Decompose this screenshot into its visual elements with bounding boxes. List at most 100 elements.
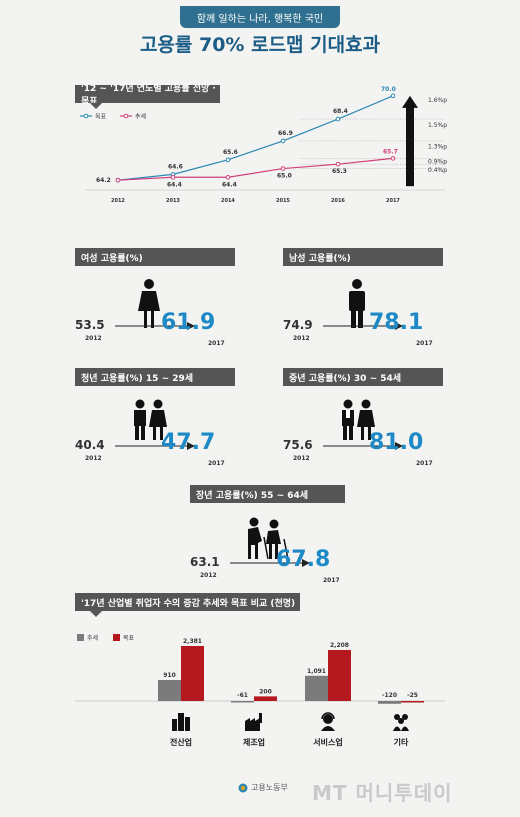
ministry-name: 고용노동부 (251, 783, 288, 792)
stat-middle-title: 중년 고용률(%) 30 ~ 54세 (283, 368, 443, 386)
bar-3-1 (401, 701, 424, 703)
stat-to-year-3: 2017 (416, 460, 433, 467)
man-icon (349, 279, 365, 328)
stat-from-value-0: 53.5 (75, 318, 105, 332)
bar-label-2-0: 1,091 (307, 668, 326, 675)
trend-label-4: 65.3 (332, 168, 347, 175)
header-badge: 함께 일하는 나라, 행복한 국민 (180, 6, 340, 28)
stat-from-value-2: 40.4 (75, 438, 105, 452)
bar-category-2: 서비스업 (313, 737, 342, 747)
bar-3-0 (378, 701, 401, 704)
point-s0-5 (390, 93, 396, 99)
woman-icon (138, 279, 160, 328)
line-chart-title: '12 ~ '17년 연도별 고용률 전망 · 목표 (75, 84, 220, 107)
stat-arrow-3 (323, 442, 403, 450)
bar-legend-label-1: 목표 (123, 635, 135, 642)
series-line-1 (117, 157, 394, 181)
stat-from-year-0: 2012 (85, 335, 102, 342)
elderly-icon (248, 517, 289, 560)
target-label-5: 70.0 (381, 86, 396, 93)
ministry-logo: 고용노동부 (238, 782, 288, 793)
stat-to-year-0: 2017 (208, 340, 225, 347)
stat-to-value-3: 81.0 (369, 430, 424, 455)
point-s1-1 (170, 174, 176, 180)
point-s1-2 (225, 174, 231, 180)
legend-marker-1 (123, 113, 129, 119)
gap-label-2: 1.3%p (428, 144, 447, 151)
bar-category-1: 제조업 (243, 737, 265, 747)
stat-arrow-4 (230, 559, 310, 567)
bar-label-1-0: -61 (237, 692, 248, 699)
stat-to-value-0: 61.9 (161, 310, 216, 335)
stat-youth-title: 청년 고용률(%) 15 ~ 29세 (75, 368, 235, 386)
stat-men-title: 남성 고용률(%) (283, 248, 443, 266)
bar-label-2-1: 2,208 (330, 642, 349, 649)
stat-from-year-2: 2012 (85, 455, 102, 462)
point-s1-5 (390, 156, 396, 161)
stat-arrow-1 (323, 322, 403, 330)
x-tick-3: 2015 (276, 198, 290, 204)
bar-label-3-1: -25 (407, 692, 418, 699)
watermark: MT 머니투데이 (312, 781, 453, 805)
stat-block-3: 75.6 2012 81.0 2017 (283, 390, 453, 470)
bar-chart: 추세 목표 910 2,381 전산업 -61 200 제조업 1,091 2,208 서비스업 -1… (75, 634, 445, 747)
bar-1-0 (231, 701, 254, 703)
stat-block-4: 63.1 2012 67.8 2017 (190, 507, 360, 587)
stat-from-year-1: 2012 (293, 335, 310, 342)
bar-category-3: 기타 (394, 737, 409, 747)
legend-marker-0 (83, 113, 89, 119)
stat-block-1: 74.9 2012 78.1 2017 (283, 270, 453, 350)
stat-from-year-4: 2012 (200, 572, 217, 579)
line-chart-title-pointer (90, 103, 102, 109)
bar-legend-label-0: 추세 (87, 634, 98, 642)
bar-legend-swatch-0 (77, 634, 84, 641)
x-tick-5: 2017 (386, 198, 400, 204)
x-tick-2: 2014 (221, 198, 235, 204)
people-icon (393, 714, 409, 731)
trend-label-2: 64.4 (222, 181, 237, 188)
x-tick-4: 2016 (331, 198, 345, 204)
trend-label-1: 64.4 (167, 181, 182, 188)
bar-category-0: 전산업 (170, 737, 192, 747)
bar-label-1-1: 200 (259, 688, 272, 695)
ministry-emblem-icon (238, 783, 248, 792)
bar-label-0-1: 2,381 (183, 638, 202, 645)
gap-arrow-shaft (406, 105, 414, 187)
stat-senior-title: 장년 고용률(%) 55 ~ 64세 (190, 485, 345, 503)
target-label-2: 65.6 (223, 149, 238, 156)
bar-chart-title: '17년 산업별 취업자 수의 증감 추세와 목표 비교 (천명) (75, 593, 300, 611)
building-icon (172, 713, 190, 731)
stat-to-year-4: 2017 (323, 577, 340, 584)
couple-icon (134, 399, 167, 440)
stat-block-0: 53.5 2012 61.9 2017 (75, 270, 245, 350)
stat-women-title: 여성 고용률(%) (75, 248, 235, 266)
bar-0-0 (158, 679, 181, 701)
gap-arrow-head (402, 95, 418, 108)
headset-icon (321, 712, 335, 731)
point-s0-4 (335, 116, 341, 122)
gap-label-4: 0.4%p (428, 167, 447, 174)
bar-label-3-0: -120 (382, 692, 397, 699)
bar-0-1 (181, 646, 204, 701)
page-title: 고용률 70% 로드맵 기대효과 (139, 34, 381, 56)
point-s1-0 (115, 177, 121, 183)
stat-to-year-2: 2017 (208, 460, 225, 467)
stat-arrow-2 (115, 442, 195, 450)
target-label-4: 68.4 (333, 108, 348, 115)
factory-icon (245, 713, 262, 731)
line-chart: 목표 추세 1.6%p 1.5%p 1.3%p 0.9%p 0.4%p 64.2 64.6 65.… (80, 86, 447, 204)
stat-arrow-0 (115, 322, 195, 330)
stat-to-value-2: 47.7 (161, 430, 216, 455)
target-label-3: 66.9 (278, 130, 293, 137)
target-label-0: 64.2 (96, 177, 111, 184)
bar-chart-title-pointer (90, 611, 102, 617)
couple2-icon (342, 399, 375, 440)
point-s0-3 (280, 138, 286, 144)
target-label-1: 64.6 (168, 163, 183, 170)
stat-block-2: 40.4 2012 47.7 2017 (75, 390, 245, 470)
stat-to-year-1: 2017 (416, 340, 433, 347)
stat-to-value-4: 67.8 (276, 547, 331, 572)
stat-from-value-3: 75.6 (283, 438, 313, 452)
trend-label-5: 65.7 (383, 148, 398, 155)
bar-2-1 (328, 649, 351, 701)
